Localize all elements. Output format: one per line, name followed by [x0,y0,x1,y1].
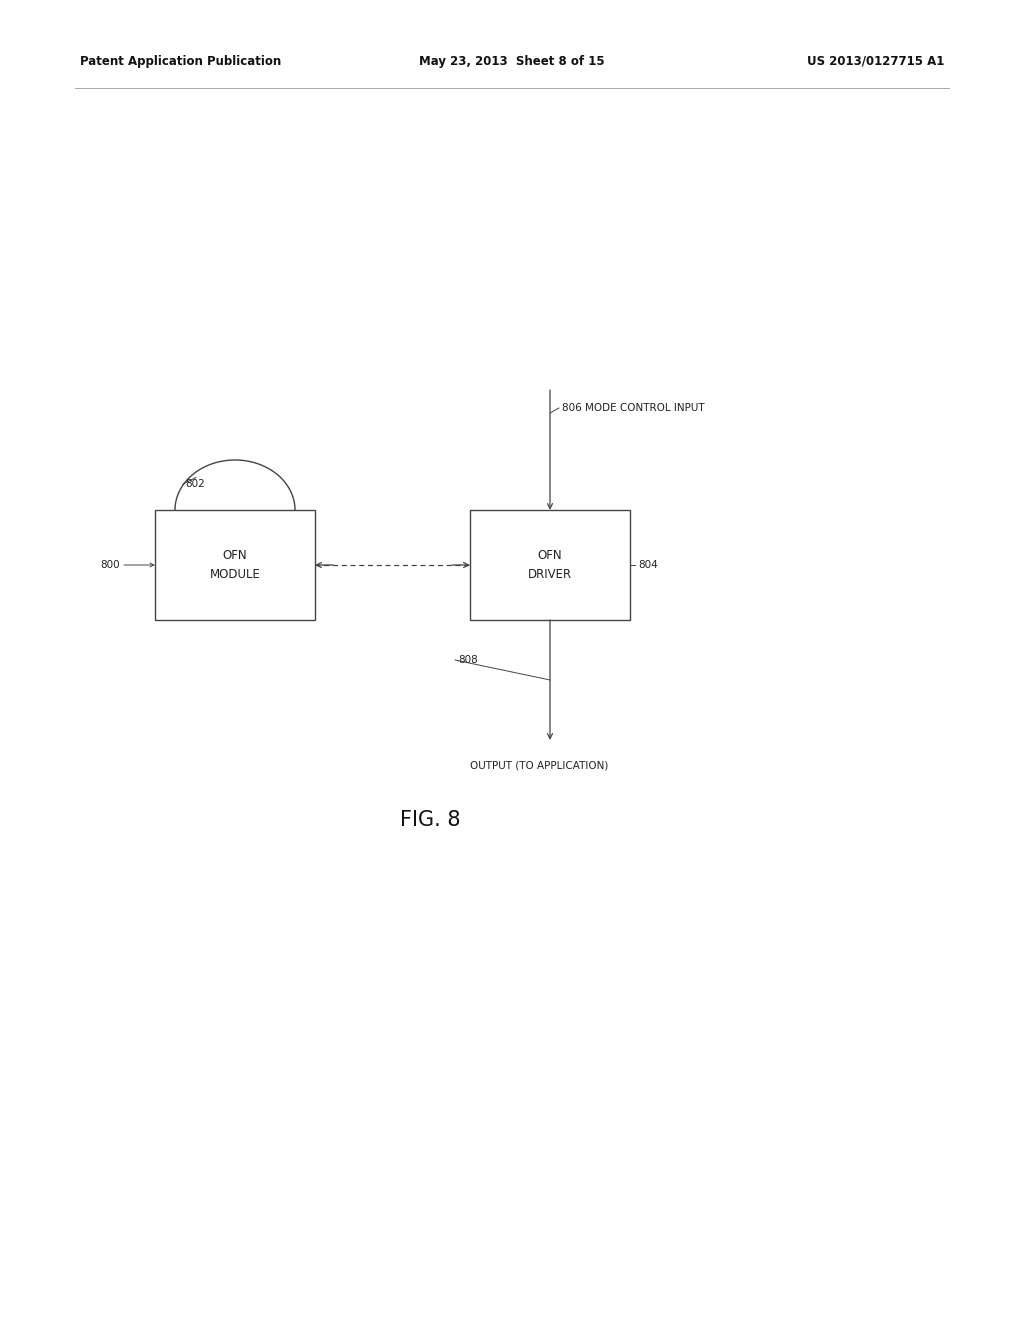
Text: 806 MODE CONTROL INPUT: 806 MODE CONTROL INPUT [562,403,705,413]
Text: 804: 804 [638,560,657,570]
Bar [470,510,630,620]
Text: 808: 808 [458,655,478,665]
Text: 802: 802 [185,479,205,488]
Text: US 2013/0127715 A1: US 2013/0127715 A1 [807,55,944,69]
Text: May 23, 2013  Sheet 8 of 15: May 23, 2013 Sheet 8 of 15 [419,55,605,69]
Text: 800: 800 [100,560,120,570]
Text: OFN
DRIVER: OFN DRIVER [528,549,572,581]
Bar [155,510,315,620]
Text: FIG. 8: FIG. 8 [399,810,460,830]
Text: OFN
MODULE: OFN MODULE [210,549,260,581]
Text: OUTPUT (TO APPLICATION): OUTPUT (TO APPLICATION) [470,760,608,770]
Text: Patent Application Publication: Patent Application Publication [80,55,282,69]
